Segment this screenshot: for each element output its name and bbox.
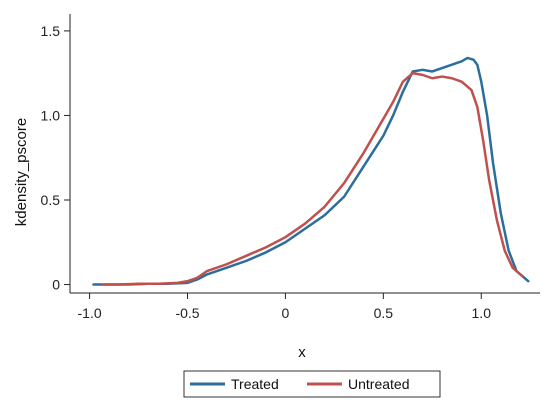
legend: Treated Untreated xyxy=(183,370,441,398)
y-tick-label: 1.5 xyxy=(41,23,61,39)
series-layer xyxy=(92,56,530,286)
x-tick-label: -0.5 xyxy=(175,305,199,321)
x-axis-ticks: -1.0 -0.5 0 0.5 1.0 xyxy=(78,293,492,321)
legend-label-treated: Treated xyxy=(231,376,279,392)
legend-label-untreated: Untreated xyxy=(348,376,409,392)
x-tick-label: 0.5 xyxy=(374,305,394,321)
series-line-treated xyxy=(92,56,530,286)
y-tick-label: 0 xyxy=(52,277,60,293)
series-line-untreated xyxy=(102,71,524,286)
x-tick-label: 1.0 xyxy=(472,305,492,321)
y-axis-title: kdensity_pscore xyxy=(13,118,30,226)
x-axis-title: x xyxy=(298,344,306,361)
x-tick-label: 0 xyxy=(282,305,290,321)
y-tick-label: 1.0 xyxy=(41,107,61,123)
x-tick-label: -1.0 xyxy=(78,305,102,321)
y-axis-ticks: 0 0.5 1.0 1.5 xyxy=(41,23,70,293)
y-tick-label: 0.5 xyxy=(41,192,61,208)
